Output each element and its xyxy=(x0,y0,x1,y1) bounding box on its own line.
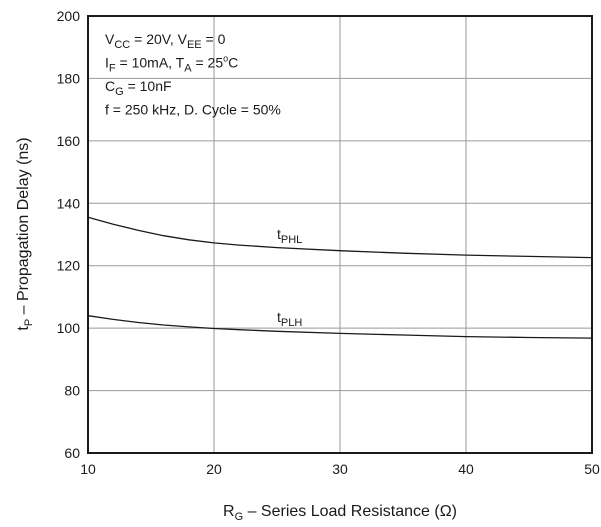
x-tick-label: 20 xyxy=(206,461,222,477)
x-tick-label: 50 xyxy=(584,461,600,477)
grid-lines xyxy=(88,16,592,453)
x-tick-label: 40 xyxy=(458,461,474,477)
y-tick-label: 180 xyxy=(57,70,81,86)
y-tick-label: 80 xyxy=(64,383,80,399)
x-tick-label: 10 xyxy=(80,461,96,477)
annotation-line: f = 250 kHz, D. Cycle = 50% xyxy=(105,102,281,118)
y-tick-label: 60 xyxy=(64,445,80,461)
condition-annotations: VCC = 20V, VEE = 0 IF = 10mA, TA = 25oC CG… xyxy=(105,31,281,118)
y-axis-title-main: t xyxy=(15,326,32,331)
y-tick-label: 200 xyxy=(57,8,81,24)
y-axis-title-sub: P xyxy=(23,319,35,326)
y-tick-label: 140 xyxy=(57,195,81,211)
x-axis-title-main: R xyxy=(223,503,235,520)
series-line-plh xyxy=(87,315,593,339)
series-label-plh: tPLH xyxy=(277,309,302,329)
x-axis-title: RG – Series Load Resistance (Ω) xyxy=(223,503,457,523)
series-curves xyxy=(87,216,593,339)
y-axis-title: tP – Propagation Delay (ns) xyxy=(15,137,35,330)
y-tick-label: 100 xyxy=(57,320,81,336)
y-tick-label: 160 xyxy=(57,133,81,149)
x-tick-label: 30 xyxy=(332,461,348,477)
annotation-line: CG = 10nF xyxy=(105,78,172,98)
annotation-line: VCC = 20V, VEE = 0 xyxy=(105,31,226,51)
tick-labels: 10 20 30 40 50 60 80 100 120 140 160 180 200 xyxy=(57,8,600,477)
x-axis-title-rest: – Series Load Resistance (Ω) xyxy=(243,503,457,520)
series-line-phl xyxy=(87,216,593,259)
annotation-line: IF = 10mA, TA = 25oC xyxy=(105,54,238,75)
plot-frame xyxy=(87,15,593,454)
series-labels: tPHL tPLH xyxy=(277,226,302,329)
series-label-phl: tPHL xyxy=(277,226,302,246)
y-axis-title-rest: – Propagation Delay (ns) xyxy=(15,137,32,318)
y-tick-label: 120 xyxy=(57,258,81,274)
x-axis-title-sub: G xyxy=(235,511,244,523)
